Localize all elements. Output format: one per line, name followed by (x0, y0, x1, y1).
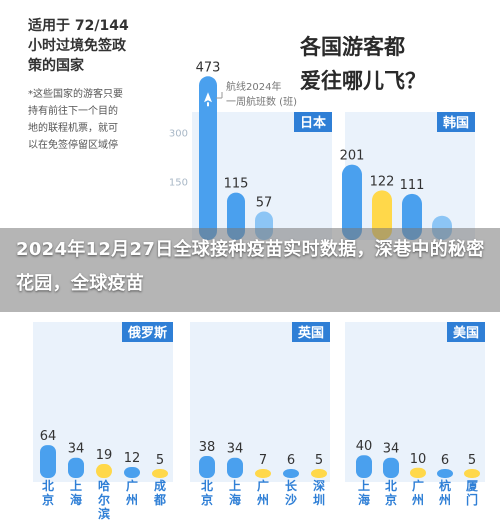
us-category-label: 厦 (466, 478, 479, 493)
us-value-label: 5 (468, 453, 476, 468)
intro-title: 适用于 72/144 小时过境免签政 策的国家 (28, 18, 129, 74)
korea-value-label: 201 (340, 149, 365, 164)
us-tag-label: 美国 (453, 325, 479, 341)
russia-category-label: 都 (153, 492, 166, 507)
russia-category-label: 尔 (98, 492, 110, 507)
russia-bar (68, 457, 84, 478)
plane-icon (204, 92, 212, 103)
russia-category-label: 滨 (98, 506, 110, 521)
japan-tag-label: 日本 (300, 115, 326, 131)
japan-bar (199, 76, 217, 241)
japan-value-label: 115 (224, 177, 249, 192)
russia-bar (40, 445, 56, 478)
uk-category-label: 州 (256, 493, 269, 507)
russia-category-label: 上 (70, 478, 82, 493)
russia-tag-label: 俄罗斯 (127, 325, 167, 341)
russia-category-label: 北 (42, 478, 54, 493)
us-category-label: 杭 (439, 478, 451, 493)
japan-value-label: 473 (196, 60, 221, 75)
japan-tag-bg (294, 112, 332, 132)
us-bar (410, 467, 426, 478)
korea-value-label: 111 (400, 178, 425, 193)
korea-bar (372, 190, 392, 240)
us-value-label: 10 (410, 452, 427, 467)
uk-bar (311, 469, 327, 478)
uk-tag-bg (292, 322, 330, 342)
russia-value-label: 5 (156, 453, 164, 468)
us-bar (464, 469, 480, 478)
russia-category-label: 州 (125, 493, 138, 507)
russia-bar (124, 466, 140, 478)
uk-category-label: 北 (201, 478, 213, 493)
uk-bar (283, 469, 299, 478)
russia-tag-bg (122, 322, 173, 342)
us-category-label: 海 (358, 492, 370, 507)
us-tag-bg (447, 322, 485, 342)
korea-value-label: 122 (370, 174, 395, 189)
annotation-text: 航线2024年 (226, 80, 281, 93)
russia-panel (33, 322, 173, 482)
uk-panel (190, 322, 330, 482)
russia-value-label: 19 (96, 448, 113, 463)
uk-category-label: 广 (257, 478, 269, 493)
uk-value-label: 6 (287, 453, 295, 468)
us-value-label: 6 (441, 453, 449, 468)
uk-value-label: 5 (315, 453, 323, 468)
korea-tag-bg (437, 112, 475, 132)
uk-category-label: 海 (229, 492, 241, 507)
uk-bar (255, 469, 271, 478)
us-bar (437, 469, 453, 478)
russia-category-label: 广 (126, 478, 138, 493)
us-category-label: 门 (466, 492, 478, 507)
us-category-label: 北 (385, 478, 397, 493)
banner-text: 2024年12月27日全球接种疫苗实时数据，深巷中的秘密花园，全球疫苗 (16, 239, 485, 294)
uk-value-label: 34 (227, 442, 244, 457)
korea-tag-label: 韩国 (443, 115, 469, 131)
uk-category-label: 沙 (285, 493, 297, 507)
russia-value-label: 12 (124, 451, 141, 466)
russia-category-label: 海 (70, 492, 82, 507)
japan-value-label: 57 (256, 195, 273, 210)
us-category-label: 州 (438, 493, 451, 507)
us-value-label: 34 (383, 442, 400, 457)
intro-note: *这些国家的游客只要 持有前往下一个目的 地的联程机票，就可 以在免签停留区域停 (28, 89, 123, 151)
uk-category-label: 深 (313, 478, 325, 493)
russia-bar (152, 469, 168, 478)
russia-bar (96, 464, 112, 478)
question-heading: 各国游客都 爱往哪儿飞？ (300, 35, 426, 93)
uk-tag-label: 英国 (297, 325, 324, 341)
uk-category-label: 长 (285, 478, 298, 493)
headline-banner (0, 228, 500, 312)
uk-bar (199, 456, 215, 478)
us-category-label: 广 (412, 478, 424, 493)
uk-value-label: 38 (199, 440, 216, 455)
russia-value-label: 64 (40, 429, 57, 444)
us-category-label: 上 (358, 478, 370, 493)
korea-bar (342, 164, 362, 240)
annotation-text: 一周航班数 (班) (226, 95, 297, 108)
intro-block: 适用于 72/144 小时过境免签政 策的国家 *这些国家的游客只要 持有前往下… (28, 16, 228, 154)
japan-y-tick: 150 (169, 177, 188, 188)
uk-category-label: 京 (201, 492, 213, 507)
uk-category-label: 圳 (313, 492, 325, 507)
us-category-label: 京 (385, 492, 397, 507)
russia-category-label: 京 (42, 492, 54, 507)
uk-value-label: 7 (259, 453, 267, 468)
japan-y-tick: 300 (169, 129, 188, 140)
us-bar (383, 457, 399, 478)
us-value-label: 40 (356, 439, 373, 454)
us-bar (356, 455, 372, 478)
uk-category-label: 上 (229, 478, 241, 493)
uk-bar (227, 457, 243, 478)
russia-category-label: 哈 (98, 478, 110, 493)
us-panel (345, 322, 485, 482)
russia-value-label: 34 (68, 442, 85, 457)
russia-category-label: 成 (154, 478, 166, 493)
us-category-label: 州 (411, 493, 424, 507)
